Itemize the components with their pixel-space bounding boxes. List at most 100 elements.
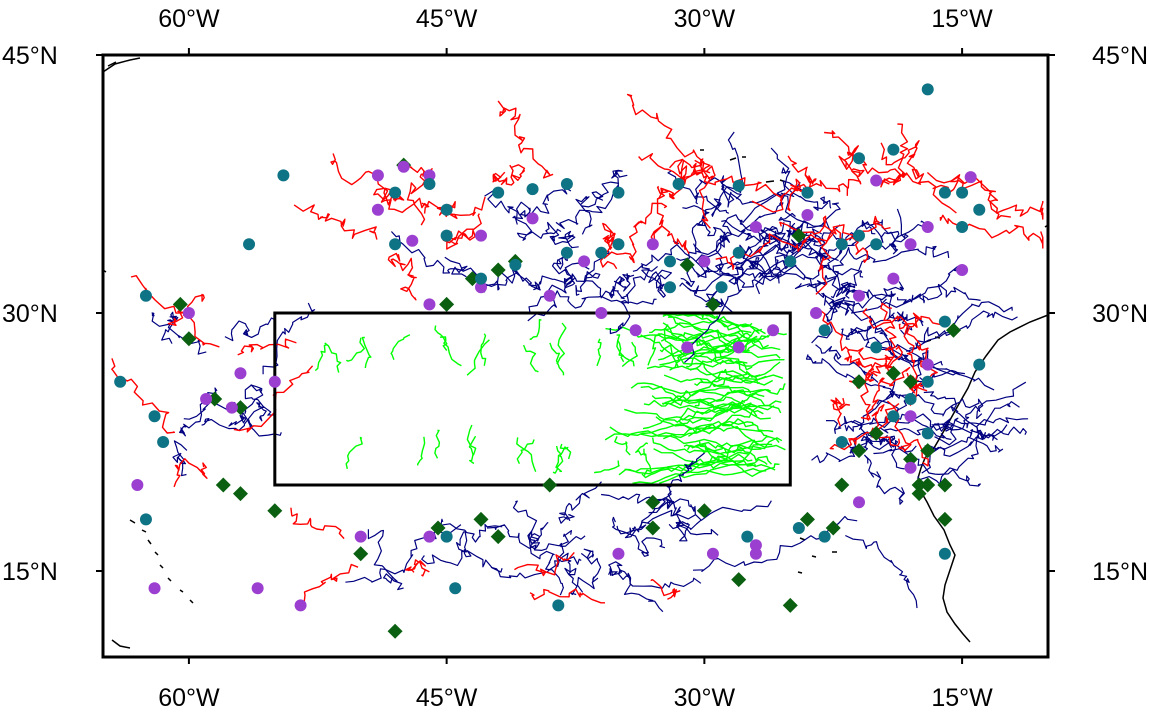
- purple-end-marker: [406, 234, 419, 247]
- drifter-track: [552, 447, 566, 474]
- drifter-track: [303, 563, 359, 603]
- purple-end-marker: [853, 289, 865, 302]
- drifter-track: [773, 264, 843, 322]
- caribbean-islands: [111, 519, 194, 649]
- drifter-track: [691, 441, 772, 465]
- drifter-track: [293, 204, 378, 240]
- drifter-track: [786, 155, 817, 212]
- teal-end-marker: [921, 83, 934, 96]
- purple-end-marker: [354, 530, 367, 543]
- drifter-track: [603, 202, 668, 264]
- right-lat-label: 15°N: [1092, 558, 1148, 586]
- green-diamond-marker: [903, 374, 919, 390]
- drifter-track: [635, 442, 649, 456]
- drifter-track: [417, 436, 426, 466]
- purple-end-marker: [200, 393, 213, 405]
- bottom-lon-label: 60°W: [158, 684, 220, 712]
- bottom-lon-label: 30°W: [674, 684, 736, 712]
- drifter-track: [663, 400, 782, 440]
- teal-circle-markers: [114, 83, 986, 612]
- teal-end-marker: [664, 255, 676, 268]
- teal-end-marker: [973, 358, 986, 371]
- drifter-track: [640, 385, 771, 420]
- teal-end-marker: [612, 238, 625, 251]
- drifter-track: [655, 416, 768, 437]
- drifter-track: [815, 344, 879, 383]
- drifter-track: [559, 443, 572, 460]
- drifter-track: [575, 271, 616, 299]
- right-lat-label: 30°N: [1092, 300, 1148, 328]
- teal-end-marker: [870, 341, 883, 354]
- green-diamond-marker: [825, 520, 841, 536]
- drifter-track: [825, 416, 873, 445]
- teal-end-marker: [741, 530, 754, 543]
- drifter-track: [361, 336, 372, 369]
- drifter-track: [906, 314, 938, 388]
- purple-end-marker: [921, 221, 934, 233]
- drifter-track: [648, 499, 719, 536]
- purple-end-marker: [131, 479, 144, 491]
- drifter-track: [638, 153, 782, 199]
- drifter-track: [545, 221, 579, 249]
- teal-end-marker: [389, 186, 402, 199]
- purple-end-marker: [681, 341, 694, 354]
- map-frame: [101, 53, 1050, 659]
- drifter-track: [688, 420, 774, 437]
- drifter-track: [805, 354, 895, 394]
- green-diamond-marker: [731, 572, 747, 588]
- drifter-track: [466, 424, 477, 456]
- drifter-track: [609, 264, 650, 335]
- green-diamond-marker: [439, 296, 455, 312]
- drifter-track: [576, 548, 602, 593]
- drifter-track: [613, 273, 635, 300]
- drifter-track: [658, 443, 773, 484]
- drifter-track: [367, 529, 404, 591]
- purple-end-marker: [397, 160, 410, 173]
- drifter-track: [390, 334, 411, 360]
- teal-end-marker: [672, 178, 685, 190]
- drifter-track: [466, 339, 490, 376]
- drifter-track: [497, 100, 554, 179]
- drifter-track: [624, 453, 753, 475]
- drifter-track: [594, 460, 620, 474]
- top-lon-label: 30°W: [674, 5, 736, 33]
- teal-end-marker: [612, 186, 625, 199]
- drifter-track: [844, 349, 878, 377]
- left-lat-label: 30°N: [2, 300, 58, 328]
- drifter-track: [439, 336, 462, 367]
- drifter-track: [752, 222, 785, 284]
- drifter-track: [224, 317, 275, 342]
- green-diamond-marker: [911, 477, 927, 493]
- drifter-track: [728, 191, 859, 241]
- drifter-track: [614, 436, 631, 456]
- drifter-track: [695, 175, 742, 208]
- teal-end-marker: [440, 229, 453, 242]
- purple-end-marker: [612, 547, 625, 560]
- green-diamond-marker: [232, 486, 248, 502]
- drifter-track: [642, 401, 775, 430]
- green-diamond-marker: [172, 296, 188, 312]
- drifter-track: [830, 397, 851, 427]
- drifter-track: [612, 516, 666, 557]
- drifter-track: [484, 190, 562, 241]
- green-diamond-marker: [696, 503, 712, 519]
- teal-end-marker: [938, 315, 951, 328]
- drifter-track: [492, 164, 526, 186]
- coast-fragment: [102, 224, 1049, 273]
- drifter-track: [390, 231, 468, 278]
- drifter-track: [683, 435, 780, 454]
- drifter-track: [480, 333, 487, 366]
- drifter-track: [660, 336, 753, 371]
- drifter-track: [262, 302, 316, 375]
- teal-end-marker: [792, 522, 805, 534]
- teal-end-marker: [449, 582, 462, 595]
- green-diamond-marker: [885, 365, 901, 381]
- teal-end-marker: [139, 289, 152, 302]
- drifter-track: [151, 312, 207, 355]
- purple-end-marker: [475, 281, 487, 294]
- drifter-track: [647, 334, 661, 366]
- green-diamond-marker: [782, 597, 798, 613]
- teal-end-marker: [560, 178, 573, 190]
- drifter-track: [832, 245, 950, 273]
- purple-end-marker: [268, 375, 281, 388]
